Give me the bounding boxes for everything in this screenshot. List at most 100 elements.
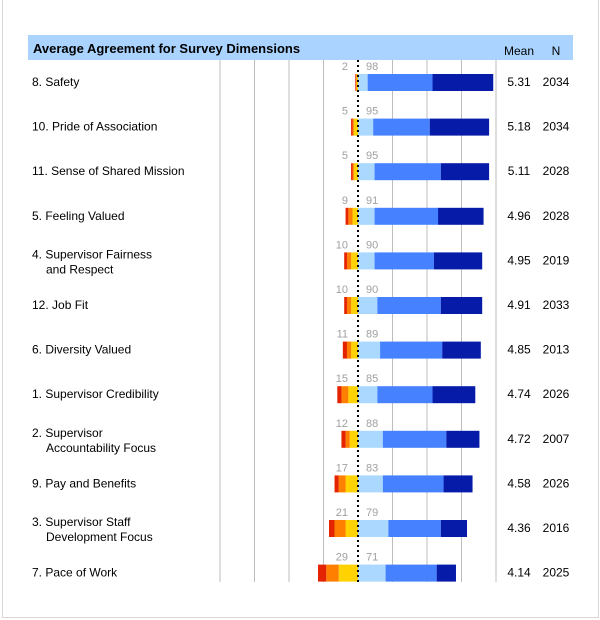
bar-positive-2 [374, 163, 441, 181]
mean-value: 5.31 [507, 75, 531, 89]
bar-positive-3 [440, 163, 490, 181]
bar-positive-2 [373, 118, 430, 136]
bar-negative-3 [355, 74, 356, 91]
category-row: 12. Job Fit 10 90 4.91 2033 [32, 284, 570, 314]
category-label: 7. Pace of Work [32, 566, 118, 580]
bar-positive-3 [438, 207, 484, 225]
n-value: 2013 [543, 343, 570, 357]
bar-positive-1 [358, 163, 375, 181]
category-label: 12. Job Fit [32, 298, 89, 312]
positive-total-label: 83 [366, 462, 378, 474]
n-value: 2034 [543, 120, 570, 134]
bar-positive-1 [358, 386, 378, 404]
n-value: 2026 [543, 476, 570, 490]
category-label: 11. Sense of Shared Mission [32, 164, 185, 178]
mean-value: 4.95 [507, 253, 531, 267]
bar-negative-3 [341, 430, 346, 448]
category-row: 11. Sense of Shared Mission 5 95 5.11 2028 [32, 150, 570, 181]
n-value: 2025 [543, 566, 570, 580]
bar-negative-1 [345, 475, 358, 493]
mean-value: 4.72 [507, 432, 531, 446]
negative-total-label: 15 [336, 373, 348, 385]
bar-positive-2 [377, 297, 441, 314]
category-label: Development Focus [46, 530, 153, 544]
mean-value: 4.74 [507, 387, 531, 401]
positive-total-label: 95 [366, 150, 378, 162]
bar-positive-1 [358, 118, 374, 136]
bar-positive-2 [380, 341, 443, 359]
category-row: 9. Pay and Benefits 17 83 4.58 2026 [32, 462, 570, 493]
bar-positive-1 [358, 252, 375, 270]
negative-total-label: 11 [337, 329, 348, 341]
positive-total-label: 98 [366, 61, 378, 73]
negative-total-label: 17 [336, 462, 348, 474]
header-bar [28, 35, 573, 60]
negative-total-label: 29 [336, 552, 348, 564]
negative-total-label: 5 [342, 106, 348, 118]
category-row: 5. Feeling Valued 9 91 4.96 2028 [32, 195, 570, 225]
category-row: 1. Supervisor Credibility 15 85 4.74 2026 [32, 373, 570, 404]
mean-value: 4.85 [507, 343, 531, 357]
bar-positive-3 [442, 341, 481, 359]
bar-negative-2 [348, 207, 353, 225]
bar-negative-2 [355, 74, 357, 91]
category-label: 10. Pride of Association [32, 120, 157, 134]
n-header: N [552, 44, 561, 58]
bar-positive-1 [358, 297, 378, 314]
positive-total-label: 89 [366, 329, 378, 341]
category-label: 1. Supervisor Credibility [32, 387, 159, 401]
bar-positive-3 [446, 430, 480, 448]
mean-value: 4.58 [507, 476, 531, 490]
bar-positive-1 [358, 341, 381, 359]
bar-negative-2 [346, 252, 352, 270]
bar-positive-2 [385, 564, 437, 582]
bar-positive-1 [358, 207, 375, 225]
category-row: 7. Pace of Work 29 71 4.14 2025 [32, 552, 570, 582]
bar-negative-1 [351, 297, 358, 314]
bar-positive-3 [440, 297, 483, 314]
bar-negative-1 [345, 520, 358, 537]
bar-negative-3 [342, 341, 347, 359]
positive-total-label: 95 [366, 106, 378, 118]
bar-negative-3 [334, 475, 339, 493]
bar-positive-1 [358, 74, 368, 91]
category-label: 8. Safety [32, 75, 79, 89]
positive-total-label: 90 [366, 284, 378, 296]
bar-positive-2 [377, 386, 433, 404]
bar-positive-3 [436, 564, 456, 582]
bar-negative-1 [351, 341, 358, 359]
mean-value: 5.18 [507, 120, 531, 134]
bar-positive-3 [443, 475, 473, 493]
bar-negative-3 [337, 386, 342, 404]
negative-total-label: 5 [342, 150, 348, 162]
category-label: and Respect [46, 262, 114, 276]
bar-positive-2 [374, 207, 439, 225]
bar-positive-1 [358, 520, 389, 537]
bar-positive-1 [358, 564, 386, 582]
mean-value: 4.36 [507, 521, 531, 535]
bar-positive-2 [374, 252, 434, 270]
bar-negative-1 [352, 207, 358, 225]
n-value: 2026 [543, 387, 570, 401]
chart-title: Average Agreement for Survey Dimensions [33, 41, 300, 56]
bar-negative-3 [344, 252, 347, 270]
bar-negative-3 [351, 118, 353, 136]
mean-value: 4.96 [507, 209, 531, 223]
bar-positive-3 [429, 118, 490, 136]
category-label: 9. Pay and Benefits [32, 476, 136, 490]
n-value: 2007 [543, 432, 570, 446]
category-row: 8. Safety 2 98 5.31 2034 [32, 61, 570, 91]
n-value: 2033 [543, 298, 570, 312]
n-value: 2034 [543, 75, 570, 89]
n-value: 2016 [543, 521, 570, 535]
bar-positive-3 [433, 252, 483, 270]
n-value: 2028 [543, 164, 570, 178]
bar-negative-3 [344, 297, 347, 314]
n-value: 2028 [543, 209, 570, 223]
negative-total-label: 10 [336, 239, 348, 251]
positive-total-label: 71 [366, 552, 378, 564]
